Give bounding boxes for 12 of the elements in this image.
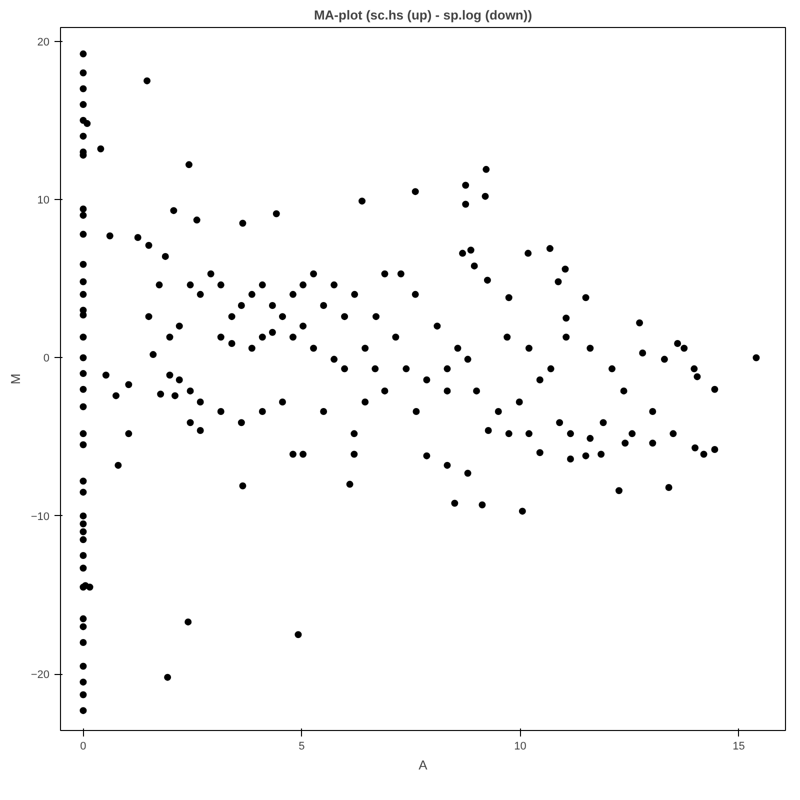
x-tick-label: 10 (514, 740, 526, 752)
y-tick-label: 20 (37, 36, 50, 48)
x-tick-label: 5 (298, 740, 305, 752)
chart-title: MA-plot (sc.hs (up) - sp.log (down)) (314, 8, 532, 22)
x-tick-label: 0 (80, 740, 86, 752)
y-tick-label: 10 (37, 194, 50, 206)
y-tick-label: 0 (43, 352, 50, 365)
x-axis-title: A (418, 758, 428, 772)
y-axis-title: M (8, 374, 23, 384)
y-tick-label: −10 (30, 510, 50, 523)
y-tick-label: −20 (30, 669, 50, 682)
x-tick-label: 15 (732, 740, 745, 752)
